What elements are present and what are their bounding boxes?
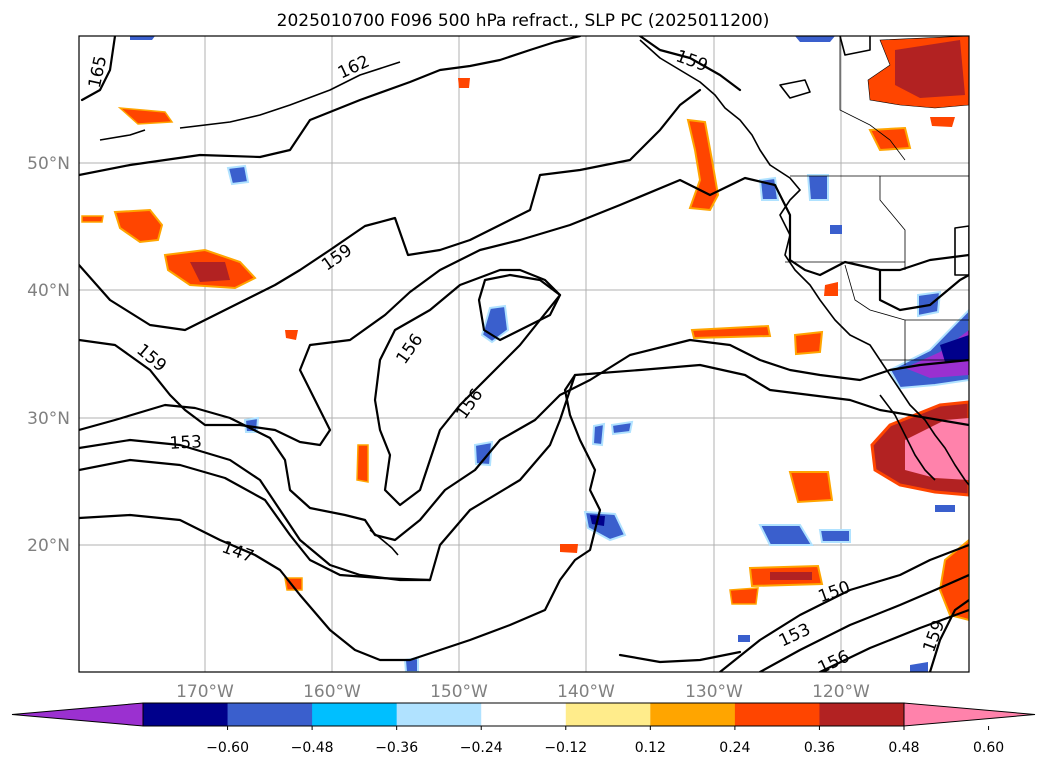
lat-label-40n: 40°N	[27, 281, 70, 301]
colorbar-cell	[650, 703, 736, 726]
colorbar-cell	[227, 703, 313, 726]
colorbar-cell	[312, 703, 398, 726]
coastlines	[99, 36, 969, 556]
lon-label-120w: 120°W	[812, 682, 870, 702]
refractivity-shading	[81, 36, 969, 672]
lon-label-140w: 140°W	[557, 682, 615, 702]
latitude-labels: 50°N 40°N 30°N 20°N	[27, 154, 70, 556]
slp-contours	[79, 36, 969, 672]
colorbar-tick-label: 0.60	[973, 740, 1004, 756]
colorbar-cell	[143, 703, 229, 726]
colorbar-tick-label: 0.12	[635, 740, 666, 756]
colorbar-extend-max	[903, 702, 1036, 727]
political-borders	[785, 36, 969, 365]
map-area: 165 162 159 159 159 156 156 153 147 150 …	[79, 36, 969, 672]
colorbar-tick-label: −0.48	[291, 740, 334, 756]
lat-label-20n: 20°N	[27, 536, 70, 556]
colorbar-outline	[142, 702, 905, 727]
colorbar-extend-min	[11, 702, 144, 727]
colorbar-tick-label: −0.12	[544, 740, 587, 756]
colorbar-tick-label: 0.24	[719, 740, 750, 756]
colorbar: −0.60 −0.48 −0.36 −0.24 −0.12 0.12 0.24 0.36 0.4…	[11, 702, 1036, 756]
colorbar-cell	[734, 703, 820, 726]
contour-label: 153	[169, 432, 202, 454]
lat-label-30n: 30°N	[27, 409, 70, 429]
lon-label-160w: 160°W	[303, 682, 361, 702]
lon-label-150w: 150°W	[430, 682, 488, 702]
colorbar-cell	[565, 703, 651, 726]
colorbar-cell	[396, 703, 482, 726]
lon-label-130w: 130°W	[685, 682, 743, 702]
colorbar-cell	[819, 703, 905, 726]
colorbar-tick-label: 0.36	[804, 740, 835, 756]
colorbar-tick-label: −0.60	[206, 740, 249, 756]
colorbar-tick-label: −0.24	[460, 740, 503, 756]
longitude-labels: 170°W 160°W 150°W 140°W 130°W 120°W	[176, 682, 870, 702]
lat-label-50n: 50°N	[27, 154, 70, 174]
map-frame	[78, 35, 970, 673]
colorbar-cell	[481, 703, 567, 726]
lon-label-170w: 170°W	[176, 682, 234, 702]
colorbar-tick-label: −0.36	[375, 740, 418, 756]
colorbar-tick-label: 0.48	[888, 740, 919, 756]
map-title: 2025010700 F096 500 hPa refract., SLP PC…	[277, 11, 770, 31]
